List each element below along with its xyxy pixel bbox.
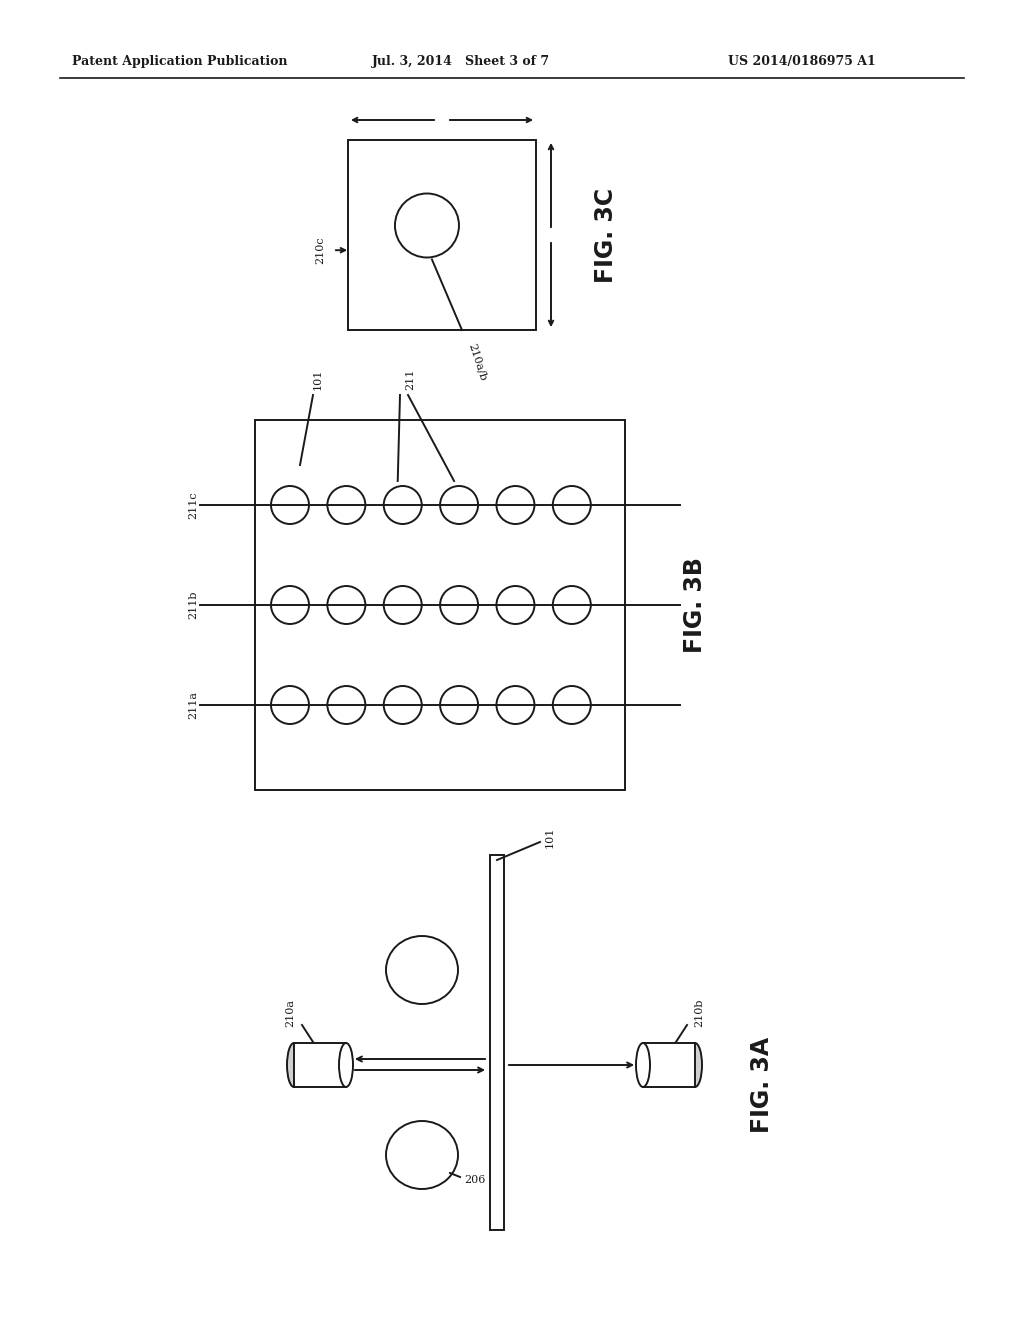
Text: 210c: 210c [315, 236, 325, 264]
Text: 211c: 211c [188, 491, 198, 519]
Text: FIG. 3B: FIG. 3B [683, 557, 707, 653]
Ellipse shape [271, 486, 309, 524]
Ellipse shape [688, 1043, 702, 1086]
Text: 210a: 210a [285, 999, 295, 1027]
Ellipse shape [384, 686, 422, 723]
Ellipse shape [497, 586, 535, 624]
Ellipse shape [328, 486, 366, 524]
Text: 206: 206 [464, 1175, 485, 1185]
Ellipse shape [328, 586, 366, 624]
Ellipse shape [384, 486, 422, 524]
Text: 211a: 211a [188, 690, 198, 719]
Ellipse shape [440, 486, 478, 524]
Text: FIG. 3A: FIG. 3A [750, 1038, 774, 1133]
Circle shape [395, 194, 459, 257]
Ellipse shape [271, 586, 309, 624]
Text: Jul. 3, 2014   Sheet 3 of 7: Jul. 3, 2014 Sheet 3 of 7 [372, 55, 550, 69]
Bar [490, 855, 504, 1230]
Ellipse shape [384, 586, 422, 624]
Ellipse shape [497, 486, 535, 524]
Ellipse shape [553, 586, 591, 624]
Ellipse shape [636, 1043, 650, 1086]
Bar [348, 140, 536, 330]
Text: Patent Application Publication: Patent Application Publication [72, 55, 288, 69]
Bar [643, 1043, 695, 1086]
Text: US 2014/0186975 A1: US 2014/0186975 A1 [728, 55, 876, 69]
Bar [294, 1043, 346, 1086]
Text: 210b: 210b [694, 999, 705, 1027]
Text: FIG. 3C: FIG. 3C [594, 187, 618, 282]
Ellipse shape [271, 686, 309, 723]
Text: 101: 101 [545, 826, 555, 847]
Ellipse shape [386, 1121, 458, 1189]
Ellipse shape [287, 1043, 301, 1086]
Ellipse shape [339, 1043, 353, 1086]
Ellipse shape [553, 686, 591, 723]
Text: 211: 211 [406, 368, 415, 389]
Ellipse shape [328, 686, 366, 723]
Text: 210a/b: 210a/b [467, 342, 488, 381]
Bar [255, 420, 625, 789]
Ellipse shape [440, 686, 478, 723]
Ellipse shape [553, 486, 591, 524]
Text: 211b: 211b [188, 591, 198, 619]
Ellipse shape [440, 586, 478, 624]
Ellipse shape [497, 686, 535, 723]
Text: 101: 101 [313, 368, 323, 389]
Ellipse shape [386, 936, 458, 1005]
